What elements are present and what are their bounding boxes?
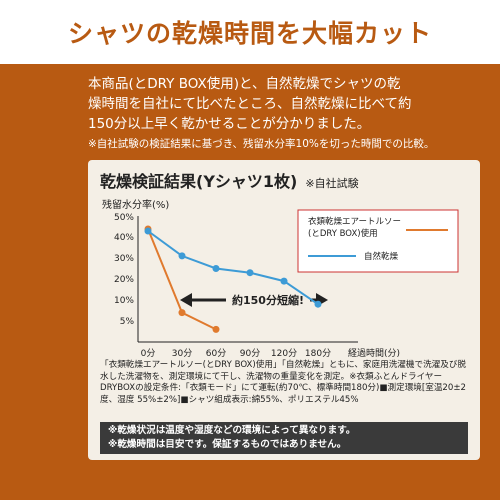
y-axis-title: 残留水分率(%) xyxy=(102,200,170,211)
intro-line-2: 燥時間を自社にて比べたところ、自然乾燥に比べて約 xyxy=(88,96,412,112)
legend-label-natural: 自然乾燥 xyxy=(364,251,399,262)
data-point xyxy=(178,309,186,317)
card-title-text: 乾燥検証結果(Yシャツ1枚) xyxy=(100,172,298,191)
y-tick-label: 20% xyxy=(114,275,134,285)
card-title: 乾燥検証結果(Yシャツ1枚) ※自社試験 xyxy=(100,168,359,192)
intro-line-1: 本商品(とDRY BOX使用)と、自然乾燥でシャツの乾 xyxy=(88,76,401,92)
data-point xyxy=(212,265,220,272)
annotation-bg xyxy=(226,290,310,308)
disclaimer-line-1: ※乾燥状況は温度や湿度などの環境によって異なります。 xyxy=(108,425,356,436)
x-tick-label: 60分 xyxy=(206,348,226,359)
x-tick-label: 120分 xyxy=(271,348,297,359)
result-card: 乾燥検証結果(Yシャツ1枚) ※自社試験 残留水分率(%) 50% 40% 30% 20… xyxy=(88,160,480,460)
intro-text: 本商品(とDRY BOX使用)と、自然乾燥でシャツの乾 燥時間を自社にて比べたと… xyxy=(88,74,468,152)
y-tick-label: 40% xyxy=(114,233,134,243)
test-description: 「衣類乾燥エアートルソー(とDRY BOX)使用」「自然乾燥」ともに、家庭用洗濯… xyxy=(100,360,467,405)
page-title: シャツの乾燥時間を大幅カット xyxy=(67,19,432,48)
card-title-note: ※自社試験 xyxy=(305,177,359,190)
y-tick-label: 50% xyxy=(114,213,134,223)
intro-note: ※自社試験の検証結果に基づき、残留水分率10%を切った時間での比較。 xyxy=(88,138,435,150)
data-point xyxy=(178,252,186,260)
intro-line-3: 150分以上早く乾かせることが分かりました。 xyxy=(88,116,371,132)
legend-label-dry-box-2: (とDRY BOX)使用 xyxy=(308,228,378,239)
title-band: シャツの乾燥時間を大幅カット xyxy=(0,0,500,64)
data-point xyxy=(144,227,152,235)
disclaimer-line-2: ※乾燥時間は目安です。保証するものではありません。 xyxy=(108,439,347,450)
data-point xyxy=(212,325,220,333)
x-axis-title: 経過時間(分) xyxy=(348,347,400,359)
data-point xyxy=(314,300,322,308)
series-line-1 xyxy=(147,230,319,306)
y-tick-label: 10% xyxy=(114,296,134,306)
x-tick-label: 180分 xyxy=(305,348,331,359)
x-tick-label: 0分 xyxy=(141,348,156,359)
x-tick-label: 90分 xyxy=(240,348,260,359)
disclaimer-box: ※乾燥状況は温度や湿度などの環境によって異なります。 ※乾燥時間は目安です。保証… xyxy=(100,422,468,454)
y-tick-label: 30% xyxy=(114,254,134,264)
line-chart: 50% 40% 30% 20% 10% 5% 0分 30分 60分 90分 120分 180分 経過時間… xyxy=(114,209,459,359)
data-point xyxy=(246,269,254,277)
reduction-annotation: 約150分短縮! xyxy=(232,293,304,307)
data-point xyxy=(280,277,288,285)
x-tick-label: 30分 xyxy=(172,348,192,359)
legend-label-dry-box: 衣類乾燥エアートルソー xyxy=(308,216,401,227)
reduction-arrow-left-head xyxy=(180,293,192,307)
y-tick-label: 5% xyxy=(120,317,135,327)
legend-box xyxy=(297,209,459,273)
